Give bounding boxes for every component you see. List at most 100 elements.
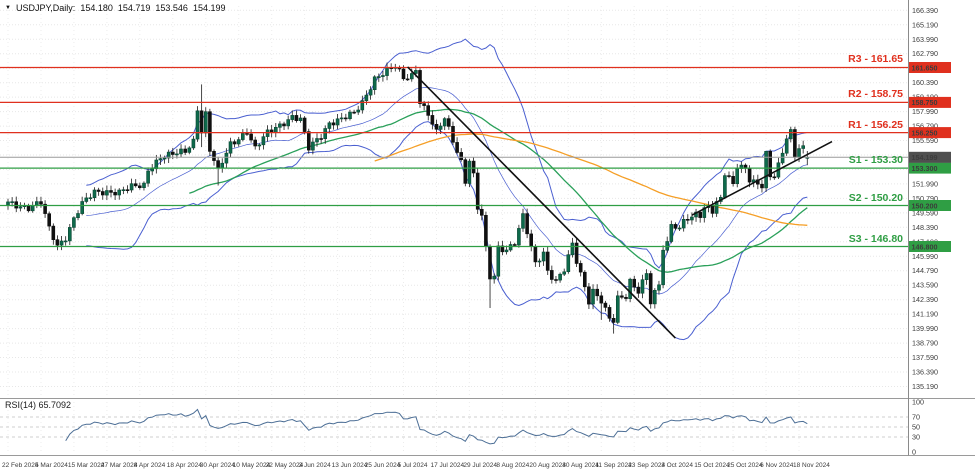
candle-bullish — [142, 182, 146, 189]
date-axis-label: 25 Oct 2024 — [727, 462, 763, 469]
candle-bearish — [430, 115, 435, 125]
candle-bullish — [364, 94, 369, 101]
candle-bearish — [282, 123, 286, 127]
candle-bearish — [582, 271, 587, 288]
candle-bullish — [661, 249, 665, 286]
candle-bullish — [154, 159, 159, 170]
price-axis-tick: 145.990 — [912, 252, 938, 261]
rsi-axis-tick: 0 — [912, 448, 916, 457]
candle-bullish — [735, 168, 740, 184]
candle-bullish — [311, 141, 315, 151]
moving-average-line-45 — [189, 108, 808, 273]
rsi-axis-tick: 50 — [912, 423, 920, 432]
candle-bullish — [158, 158, 163, 161]
candle-bullish — [702, 207, 707, 218]
candle-bullish — [121, 189, 126, 191]
price-axis-tick: 141.190 — [912, 310, 938, 319]
date-axis-label: 25 Jun 2024 — [365, 462, 401, 469]
candle-bearish — [434, 124, 439, 130]
candle-bearish — [554, 279, 558, 281]
date-axis-label: 10 May 2024 — [233, 462, 271, 469]
current-price-badge-text: 154.199 — [912, 153, 938, 162]
candle-bearish — [343, 117, 348, 120]
candle-bearish — [549, 270, 554, 280]
date-axis-label: 22 Feb 2024 — [2, 462, 39, 469]
date-axis-label: 15 Mar 2024 — [68, 462, 105, 469]
candle-bearish — [199, 110, 204, 134]
candle-bearish — [793, 129, 797, 158]
candle-bullish — [652, 289, 657, 305]
candle-bearish — [463, 159, 468, 184]
candle-bullish — [537, 260, 542, 263]
date-axis-label: 5 Mar 2024 — [35, 462, 68, 469]
candle-bearish — [603, 302, 608, 308]
candle-bullish — [84, 197, 89, 202]
candle-bearish — [488, 246, 492, 280]
level-r1-badge-text: 156.250 — [912, 128, 938, 137]
candle-bearish — [525, 213, 529, 235]
date-axis-label: 8 Apr 2024 — [134, 462, 166, 469]
candle-bullish — [166, 151, 171, 159]
candle-bullish — [105, 190, 109, 196]
candle-bullish — [273, 127, 278, 133]
candle-bullish — [179, 148, 183, 155]
price-axis-tick: 151.990 — [912, 179, 938, 188]
uptrend-line[interactable] — [691, 140, 833, 216]
candle-bullish — [723, 175, 727, 198]
candle-bearish — [401, 68, 406, 80]
current-price-badge — [909, 151, 951, 163]
candle-bullish — [195, 110, 200, 140]
candle-bullish — [665, 241, 670, 251]
candle-bearish — [475, 172, 480, 210]
candle-bearish — [133, 183, 138, 187]
price-axis-tick: 138.790 — [912, 339, 938, 348]
level-r1-badge — [909, 127, 951, 139]
date-axis-label: 29 Jul 2024 — [463, 462, 497, 469]
candle-bullish — [558, 273, 562, 281]
candle-bearish — [529, 233, 534, 247]
candle-bearish — [747, 168, 752, 183]
level-label-r1[interactable]: R1 - 156.25 — [848, 119, 903, 131]
candle-bearish — [306, 131, 311, 151]
price-axis-tick: 143.590 — [912, 281, 938, 290]
candle-bearish — [459, 152, 464, 160]
candle-bearish — [39, 201, 43, 205]
candle-bullish — [657, 284, 661, 291]
rsi-indicator-label: RSI(14) 65.7092 — [5, 400, 71, 410]
date-axis-label: 6 Nov 2024 — [760, 462, 794, 469]
candle-bearish — [673, 224, 678, 229]
level-label-s1[interactable]: S1 - 153.30 — [848, 154, 903, 166]
candle-bullish — [591, 288, 595, 305]
price-axis-tick: 156.790 — [912, 122, 938, 131]
candle-bearish — [484, 215, 488, 247]
price-axis-tick: 150.790 — [912, 194, 938, 203]
price-axis-tick: 135.190 — [912, 382, 938, 391]
candle-bearish — [648, 273, 653, 305]
candle-bearish — [727, 175, 731, 177]
candle-bearish — [253, 139, 257, 147]
candle-bearish — [451, 126, 455, 143]
level-label-r2[interactable]: R2 - 158.75 — [848, 88, 903, 100]
candle-bearish — [624, 296, 628, 299]
candle-bullish — [615, 295, 620, 323]
candle-bullish — [187, 147, 192, 153]
level-label-s2[interactable]: S2 - 150.20 — [848, 192, 903, 204]
candle-bullish — [521, 213, 525, 229]
downtrend-line[interactable] — [407, 66, 676, 339]
candle-bearish — [208, 111, 212, 152]
candle-bullish — [348, 111, 352, 119]
price-axis-tick: 163.990 — [912, 35, 938, 44]
candle-bearish — [578, 263, 583, 273]
level-s1-badge-text: 153.300 — [912, 164, 938, 173]
candle-bullish — [541, 251, 546, 262]
candle-bearish — [574, 242, 579, 264]
candle-bullish — [644, 273, 649, 280]
date-axis-label: 3 Jun 2024 — [299, 462, 332, 469]
level-label-r3[interactable]: R3 - 161.65 — [848, 53, 903, 65]
price-axis-tick: 136.390 — [912, 368, 938, 377]
candle-bullish — [677, 227, 682, 230]
candle-bullish — [146, 170, 150, 184]
level-label-s3[interactable]: S3 - 146.80 — [848, 233, 903, 245]
